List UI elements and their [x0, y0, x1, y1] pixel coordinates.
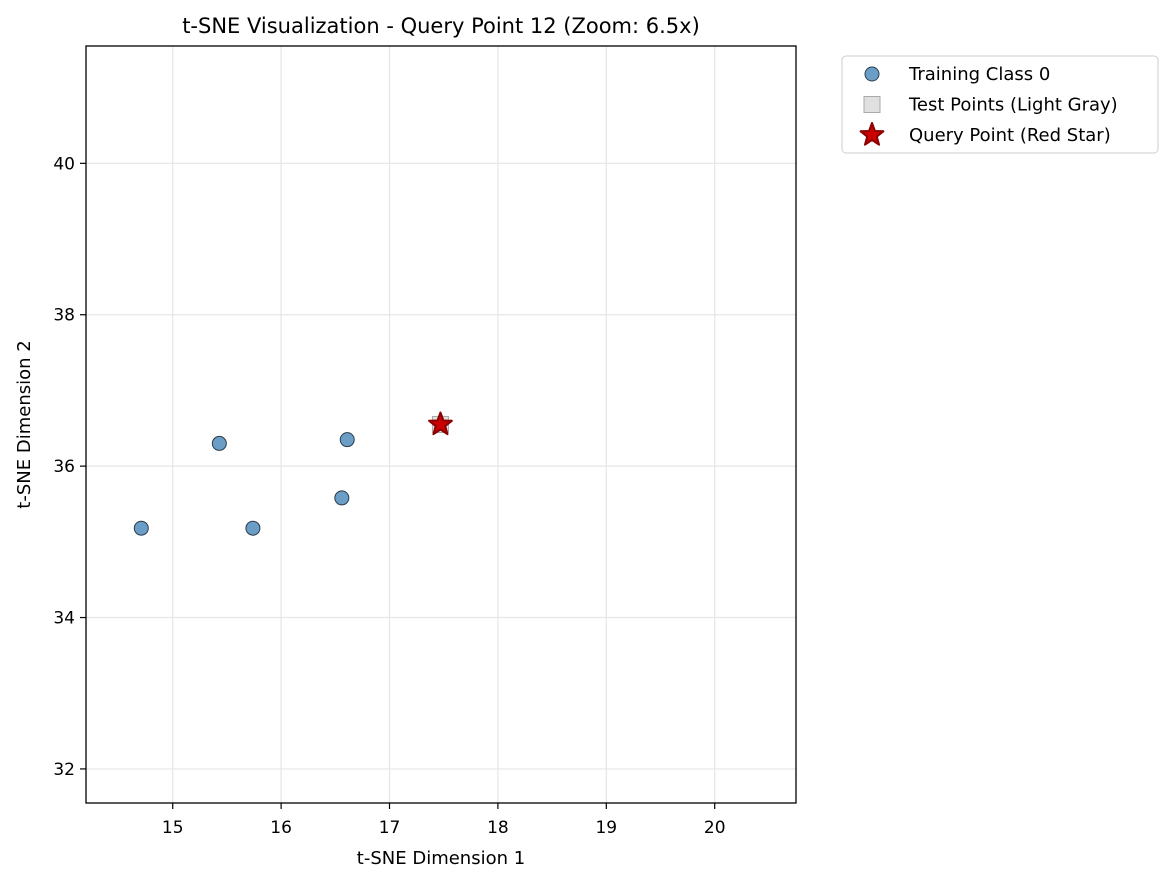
legend-entry: Training Class 0	[864, 64, 1050, 85]
x-tick-label: 17	[379, 818, 401, 838]
x-tick-label: 15	[162, 818, 184, 838]
data-series	[133, 411, 453, 536]
y-tick-label: 34	[53, 609, 75, 629]
series-group	[133, 432, 355, 536]
legend-label: Training Class 0	[908, 64, 1050, 85]
series-group	[428, 411, 453, 436]
y-tick-label: 38	[53, 306, 75, 326]
y-tick-label: 36	[53, 457, 75, 477]
y-tick-label: 40	[53, 154, 75, 174]
training-point	[245, 520, 261, 536]
legend-box	[841, 55, 1159, 154]
legend-label: Query Point (Red Star)	[909, 125, 1111, 146]
legend-entry: Test Points (Light Gray)	[863, 95, 1118, 116]
y-axis-label: t-SNE Dimension 2	[14, 340, 35, 508]
training-point	[211, 435, 227, 451]
legend-marker	[864, 66, 880, 82]
x-tick-label: 16	[270, 818, 292, 838]
x-tick-label: 19	[595, 818, 617, 838]
x-tick-label: 20	[704, 818, 726, 838]
legend-marker	[863, 96, 881, 113]
y-tick-label: 32	[53, 760, 75, 780]
x-tick-label: 18	[487, 818, 509, 838]
grid-lines	[86, 46, 796, 803]
legend-entry: Query Point (Red Star)	[859, 122, 1111, 146]
legend-label: Test Points (Light Gray)	[908, 95, 1118, 116]
x-axis-label: t-SNE Dimension 1	[357, 848, 525, 869]
plot-frame	[85, 45, 797, 804]
training-point	[133, 520, 149, 536]
training-point	[334, 490, 350, 506]
query-point-star	[428, 411, 453, 436]
legend: Training Class 0 Test Points (Light Gray)…	[841, 55, 1159, 154]
chart-title: t-SNE Visualization - Query Point 12 (Zo…	[182, 14, 700, 38]
legend-marker	[859, 122, 885, 146]
training-point	[339, 432, 355, 448]
axis-ticks: 15 16 17 18 19 20 32 34 36 38 40	[53, 154, 725, 838]
